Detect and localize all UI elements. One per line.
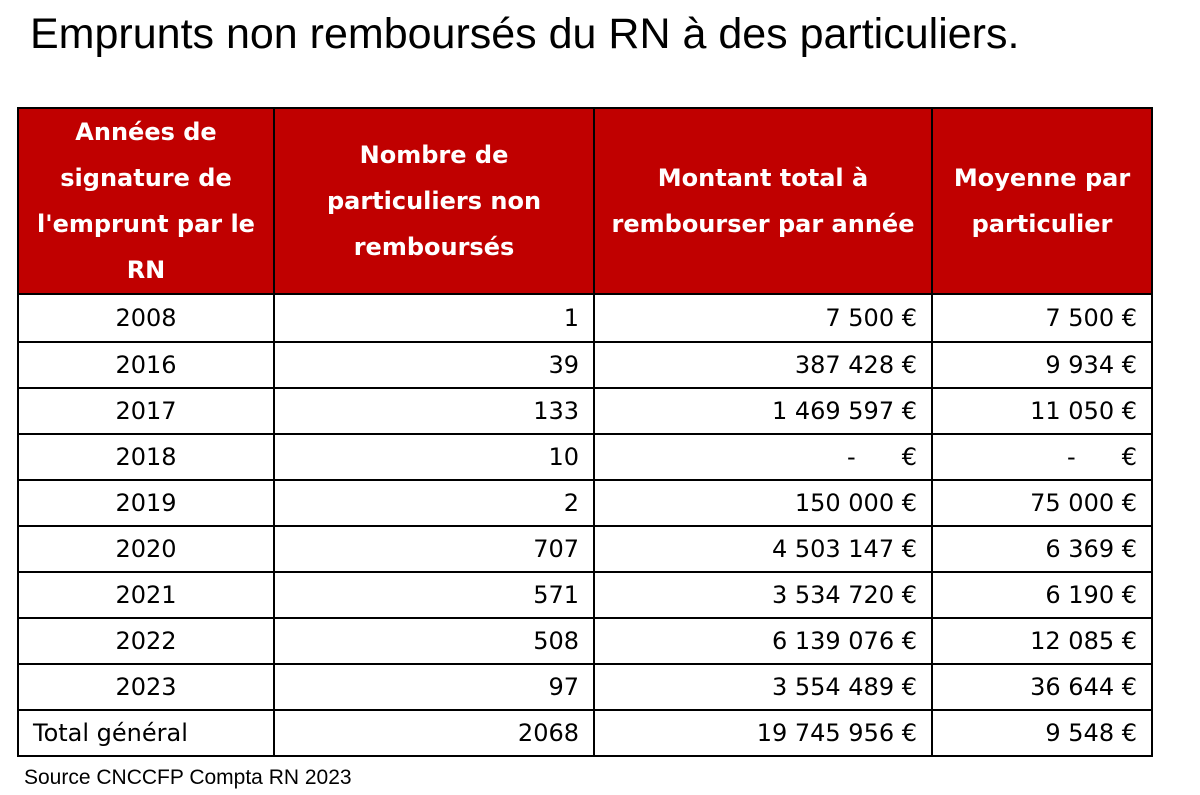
cell-total-amount: 387 428 € xyxy=(593,341,933,389)
table-row: 2022 508 6 139 076 €12 085 € xyxy=(17,617,1153,665)
table-row: 2018 10- € - € xyxy=(17,433,1153,481)
cell-year: 2018 xyxy=(17,433,275,481)
table-row: 2016 39 387 428 €9 934 € xyxy=(17,341,1153,389)
cell-average: 9 548 € xyxy=(931,709,1153,757)
cell-year: 2021 xyxy=(17,571,275,619)
cell-average: 9 934 € xyxy=(931,341,1153,389)
euro-symbol: € xyxy=(1121,443,1137,471)
cell-total-amount: 3 534 720 € xyxy=(593,571,933,619)
zero-dash: - xyxy=(847,443,856,471)
header-year: Années de signature de l'emprunt par le … xyxy=(17,107,275,295)
table-row: 2023 97 3 554 489 €36 644 € xyxy=(17,663,1153,711)
cell-average: - € xyxy=(931,433,1153,481)
cell-average: 36 644 € xyxy=(931,663,1153,711)
table-row: 2008 1 7 500 €7 500 € xyxy=(17,293,1153,343)
cell-count: 10 xyxy=(273,433,595,481)
cell-count: 707 xyxy=(273,525,595,573)
cell-average: 75 000 € xyxy=(931,479,1153,527)
cell-year: 2019 xyxy=(17,479,275,527)
cell-total-amount: 150 000 € xyxy=(593,479,933,527)
cell-count: 508 xyxy=(273,617,595,665)
table-body: 2008 1 7 500 €7 500 €2016 39 387 428 €9 934 … xyxy=(17,293,1153,757)
zero-dash: - xyxy=(1067,443,1076,471)
cell-year: 2023 xyxy=(17,663,275,711)
table-row: 2017 133 1 469 597 €11 050 € xyxy=(17,387,1153,435)
cell-average: 7 500 € xyxy=(931,293,1153,343)
table-row: 2021 571 3 534 720 €6 190 € xyxy=(17,571,1153,619)
header-average: Moyenne par particulier xyxy=(931,107,1153,295)
cell-count: 97 xyxy=(273,663,595,711)
chart-title: Emprunts non remboursés du RN à des part… xyxy=(30,10,1020,58)
header-total-amount: Montant total à rembourser par année xyxy=(593,107,933,295)
cell-count: 39 xyxy=(273,341,595,389)
cell-total-amount: - € xyxy=(593,433,933,481)
cell-year: 2020 xyxy=(17,525,275,573)
cell-count: 2 xyxy=(273,479,595,527)
cell-year: Total général xyxy=(17,709,275,757)
cell-total-amount: 3 554 489 € xyxy=(593,663,933,711)
cell-total-amount: 1 469 597 € xyxy=(593,387,933,435)
table-row: 2020 707 4 503 147 €6 369 € xyxy=(17,525,1153,573)
euro-symbol: € xyxy=(901,443,917,471)
cell-count: 133 xyxy=(273,387,595,435)
cell-total-amount: 6 139 076 € xyxy=(593,617,933,665)
total-row: Total général 2068 19 745 956 €9 548 € xyxy=(17,709,1153,757)
cell-total-amount: 19 745 956 € xyxy=(593,709,933,757)
cell-year: 2017 xyxy=(17,387,275,435)
cell-total-amount: 4 503 147 € xyxy=(593,525,933,573)
cell-year: 2008 xyxy=(17,293,275,343)
source-note: Source CNCCFP Compta RN 2023 xyxy=(24,766,352,789)
cell-average: 6 369 € xyxy=(931,525,1153,573)
cell-count: 571 xyxy=(273,571,595,619)
cell-year: 2022 xyxy=(17,617,275,665)
cell-year: 2016 xyxy=(17,341,275,389)
cell-count: 2068 xyxy=(273,709,595,757)
cell-total-amount: 7 500 € xyxy=(593,293,933,343)
header-row: Années de signature de l'emprunt par le … xyxy=(17,107,1153,295)
cell-average: 6 190 € xyxy=(931,571,1153,619)
header-count: Nombre de particuliers non remboursés xyxy=(273,107,595,295)
table-row: 2019 2 150 000 €75 000 € xyxy=(17,479,1153,527)
cell-average: 12 085 € xyxy=(931,617,1153,665)
cell-count: 1 xyxy=(273,293,595,343)
loans-table: Années de signature de l'emprunt par le … xyxy=(17,107,1153,757)
cell-average: 11 050 € xyxy=(931,387,1153,435)
